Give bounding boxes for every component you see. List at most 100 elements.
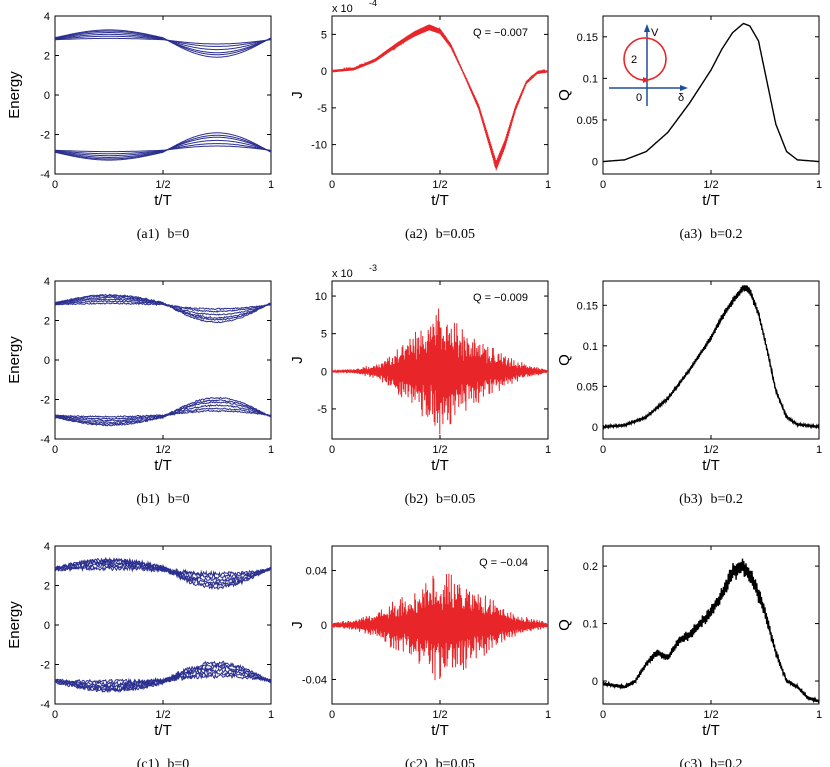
energy-level-line — [55, 29, 271, 58]
pumped-charge-line — [603, 22, 819, 163]
y-tick-label: 5 — [321, 329, 327, 341]
x-axis-label: t/T — [431, 457, 449, 474]
axis-exponent: x 10 — [332, 3, 353, 15]
axis-exponent: x 10 — [332, 268, 353, 280]
x-axis-label: t/T — [154, 192, 172, 209]
x-tick-label: 1 — [268, 709, 274, 721]
x-tick-label: 0 — [329, 709, 335, 721]
y-tick-label: 10 — [315, 291, 327, 303]
x-axis-label: t/T — [702, 457, 720, 474]
y-tick-label: 0 — [321, 620, 327, 632]
x-tick-label: 1/2 — [703, 444, 718, 456]
caption-tag: (c3) — [680, 757, 703, 767]
series-group — [332, 24, 548, 171]
x-axis-label: t/T — [702, 192, 720, 209]
caption-tag: (b2) — [405, 492, 429, 507]
energy-level-line — [55, 558, 271, 586]
panel-caption: (c2) b=0.05 — [405, 757, 475, 767]
y-tick-label: 0 — [44, 620, 50, 632]
caption-b-value: b=0.2 — [710, 492, 742, 507]
caption-b-value: b=0.05 — [436, 492, 475, 507]
caption-b-value: b=0 — [168, 492, 190, 507]
y-tick-label: 0.15 — [577, 32, 598, 44]
energy-level-line — [55, 293, 271, 324]
energy-level-line — [55, 132, 271, 161]
y-axis-label: Q — [556, 354, 573, 366]
caption-tag: (a3) — [680, 227, 703, 242]
x-tick-label: 0 — [600, 444, 606, 456]
y-tick-label: 4 — [44, 541, 50, 553]
y-tick-label: 0 — [592, 422, 598, 434]
y-tick-label: 0 — [592, 676, 598, 688]
series-group — [55, 29, 271, 161]
energy-level-line — [55, 298, 271, 316]
current-j-line — [332, 24, 548, 171]
x-axis-label: t/T — [431, 192, 449, 209]
panel-caption: (a3) b=0.2 — [680, 227, 743, 242]
series-group — [55, 556, 271, 694]
x-axis-label: t/T — [431, 722, 449, 739]
x-tick-label: 0 — [52, 179, 58, 191]
y-tick-label: 4 — [44, 276, 50, 288]
y-axis-label: Energy — [6, 601, 23, 649]
y-axis-label: Q — [556, 89, 573, 101]
caption-tag: (c2) — [405, 757, 428, 767]
y-tick-label: 4 — [44, 11, 50, 23]
caption-b-value: b=0.05 — [436, 227, 475, 242]
current-j-line — [332, 573, 548, 681]
y-tick-label: -2 — [40, 395, 50, 407]
energy-level-line — [55, 396, 271, 427]
y-tick-label: 0.05 — [577, 115, 598, 127]
panel-b3: 0.15 0.1 0.05 00 1/2 1 t/T Q (b3) b=0.2 — [556, 280, 822, 507]
x-tick-label: 0 — [329, 179, 335, 191]
panel-c3: 0.2 0.1 0 0 1/2 1 t/T Q (c3) b=0.2 — [556, 545, 822, 767]
x-tick-label: 1 — [268, 444, 274, 456]
x-tick-label: 1/2 — [155, 709, 170, 721]
energy-level-line — [55, 401, 271, 424]
caption-tag: (a2) — [405, 227, 428, 242]
energy-level-line — [55, 404, 271, 422]
panel-caption: (a1) b=0 — [137, 227, 189, 242]
y-tick-label: 0 — [321, 366, 327, 378]
x-tick-label: 1/2 — [432, 179, 447, 191]
caption-b-value: b=0.2 — [710, 227, 742, 242]
y-tick-label: 0 — [44, 90, 50, 102]
y-tick-label: -5 — [317, 103, 327, 115]
y-tick-label: 0.04 — [306, 566, 327, 578]
energy-level-line — [55, 556, 271, 591]
y-tick-label: -5 — [317, 404, 327, 416]
q-annotation: Q = −0.009 — [473, 292, 528, 304]
energy-level-line — [55, 671, 271, 688]
plot-frame — [331, 15, 549, 175]
caption-b-value: b=0.2 — [710, 757, 742, 767]
inset-v-label: V — [651, 27, 659, 39]
series-group — [603, 22, 819, 163]
caption-tag: (a1) — [137, 227, 160, 242]
x-tick-label: 0 — [52, 444, 58, 456]
y-axis-label: Energy — [6, 336, 23, 384]
x-tick-label: 0 — [52, 709, 58, 721]
x-tick-label: 0 — [600, 179, 606, 191]
y-tick-label: 0 — [44, 355, 50, 367]
caption-tag: (c1) — [137, 757, 160, 767]
x-tick-label: 1 — [816, 709, 822, 721]
energy-level-line — [55, 660, 271, 694]
y-tick-label: 0 — [592, 157, 598, 169]
x-tick-label: 0 — [329, 444, 335, 456]
y-axis-label: J — [289, 91, 306, 99]
panel-a2: 5 0 -5 -10 0 1/2 1 t/T Jx 10 -4 Q = −0.007 (a2) b=0.… — [289, 0, 551, 242]
panel-caption: (b2) b=0.05 — [405, 492, 476, 507]
q-annotation: Q = −0.007 — [473, 27, 528, 39]
y-tick-label: 0.1 — [583, 341, 598, 353]
x-axis-label: t/T — [702, 722, 720, 739]
energy-level-line — [55, 662, 271, 692]
arrow-right-icon — [680, 85, 688, 91]
series-group — [603, 558, 819, 704]
caption-b-value: b=0.05 — [436, 757, 475, 767]
y-axis-label: Energy — [6, 71, 23, 119]
